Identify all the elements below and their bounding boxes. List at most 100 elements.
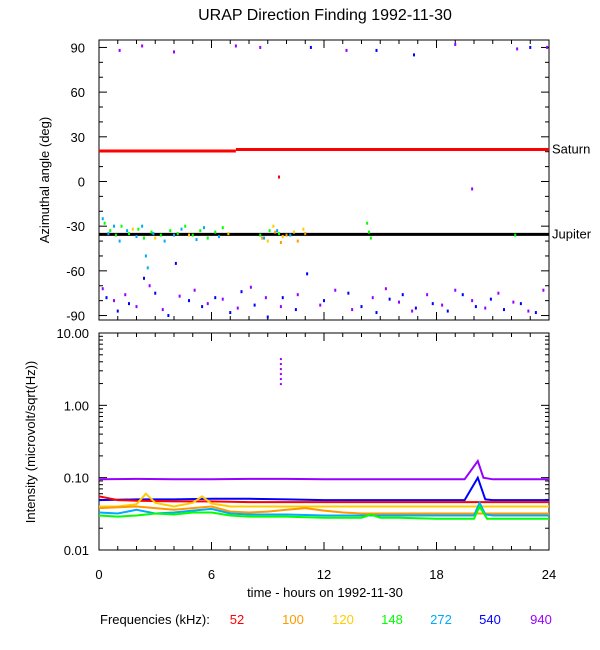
direction-point-120khz	[272, 224, 275, 228]
direction-point-540khz	[143, 276, 145, 280]
azimuth-y-tick-label: 0	[78, 174, 85, 189]
direction-point-120khz	[266, 239, 269, 243]
direction-point-148khz	[514, 233, 517, 237]
intensity-line-100khz	[98, 505, 549, 515]
direction-point-272khz	[289, 233, 292, 237]
azimuth-data-points	[101, 42, 549, 319]
azimuth-x-ticks	[98, 40, 550, 320]
intensity-y-tick-label: 0.10	[64, 471, 89, 486]
time-x-tick-label: 6	[208, 567, 215, 582]
time-x-tick-label: 0	[95, 567, 102, 582]
direction-point-940khz	[345, 48, 348, 52]
azimuth-y-tick-label: 90	[71, 40, 85, 55]
direction-point-272khz	[107, 232, 110, 236]
direction-point-148khz	[109, 229, 112, 233]
direction-point-940khz	[516, 47, 519, 51]
body-reference-lines: Saturn Jupiter	[99, 141, 592, 241]
direction-point-120khz	[154, 236, 157, 240]
direction-point-120khz	[293, 230, 295, 234]
azimuth-y-label: Azimuthal angle (deg)	[37, 117, 52, 243]
azimuth-y-tick-label: -30	[66, 219, 85, 234]
legend-item-940khz: 940	[530, 612, 552, 627]
direction-point-940khz	[384, 287, 387, 291]
azimuth-y-tick-label: 30	[71, 130, 85, 145]
direction-point-272khz	[163, 239, 166, 243]
direction-point-540khz	[489, 297, 492, 301]
direction-point-940khz	[101, 287, 104, 291]
direction-point-148khz	[221, 226, 224, 230]
direction-point-272khz	[180, 227, 183, 231]
direction-point-940khz	[236, 306, 239, 310]
direction-point-540khz	[167, 314, 170, 318]
direction-point-940khz	[411, 309, 414, 313]
direction-point-272khz	[135, 235, 138, 239]
direction-point-540khz	[413, 53, 415, 57]
direction-point-540khz	[446, 309, 449, 313]
direction-point-940khz	[124, 293, 127, 297]
azimuth-plot-frame	[98, 39, 550, 321]
direction-point-940khz	[546, 45, 549, 49]
azimuth-panel: 90 60 30 0 -30 -60 -90 Saturn Jupiter Azimuthal…	[37, 39, 592, 324]
direction-point-940khz	[471, 187, 474, 191]
direction-point-940khz	[206, 302, 209, 306]
azimuth-y-tick-label: 60	[71, 85, 85, 100]
direction-point-940khz	[398, 300, 400, 304]
direction-point-940khz	[161, 308, 164, 312]
direction-point-148khz	[184, 224, 187, 228]
direction-point-540khz	[503, 308, 505, 312]
direction-point-940khz	[371, 296, 374, 300]
direction-point-100khz	[279, 241, 282, 245]
direction-point-120khz	[188, 233, 190, 237]
intensity-y-ticks: 10.00 1.00 0.10 0.01	[56, 326, 549, 558]
intensity-y-tick-label: 1.00	[64, 398, 89, 413]
direction-point-148khz	[114, 233, 117, 237]
intensity-burst-940khz	[279, 378, 282, 381]
direction-point-940khz	[234, 44, 237, 48]
direction-point-940khz	[497, 291, 500, 295]
legend-items: 52 100 120 148 272 540 940	[230, 612, 552, 627]
direction-point-148khz	[268, 229, 271, 233]
direction-point-148khz	[120, 224, 123, 228]
direction-point-272khz	[101, 217, 104, 221]
azimuth-y-tick-label: -60	[66, 264, 85, 279]
direction-point-940khz	[426, 293, 429, 297]
direction-point-120khz	[227, 232, 230, 236]
intensity-line-940khz	[98, 458, 549, 481]
azimuth-y-tick-label: -90	[66, 309, 85, 324]
direction-point-940khz	[334, 288, 337, 292]
direction-point-272khz	[126, 229, 129, 233]
direction-point-100khz	[304, 232, 307, 236]
direction-point-148khz	[103, 221, 106, 225]
legend-title: Frequencies (kHz):	[100, 612, 210, 627]
direction-point-940khz	[441, 303, 444, 307]
azimuth-y-ticks: 90 60 30 0 -30 -60 -90	[66, 40, 549, 324]
direction-point-940khz	[259, 45, 262, 49]
direction-point-540khz	[347, 291, 350, 295]
direction-point-272khz	[195, 238, 198, 242]
direction-point-940khz	[118, 48, 121, 52]
direction-point-148khz	[259, 233, 262, 237]
intensity-line-52khz	[98, 495, 549, 504]
direction-point-540khz	[323, 299, 325, 303]
direction-point-272khz	[144, 254, 147, 258]
direction-point-940khz	[527, 309, 530, 313]
direction-point-940khz	[178, 294, 181, 298]
chart-title: URAP Direction Finding 1992-11-30	[198, 7, 452, 24]
direction-point-540khz	[388, 297, 391, 301]
intensity-y-tick-label: 0.01	[64, 543, 89, 558]
direction-point-120khz	[302, 227, 305, 231]
direction-point-540khz	[375, 48, 378, 52]
intensity-burst-940khz	[279, 358, 282, 361]
direction-point-540khz	[474, 305, 477, 309]
direction-point-148khz	[199, 229, 202, 233]
direction-point-940khz	[471, 299, 474, 303]
direction-point-540khz	[188, 299, 190, 303]
time-x-label: time - hours on 1992-11-30	[247, 585, 403, 600]
direction-point-540khz	[154, 291, 157, 295]
direction-point-540khz	[414, 306, 417, 310]
intensity-line-540khz	[98, 475, 549, 502]
intensity-panel: 10.00 1.00 0.10 0.01 0 6 12 18 24 Intensity (mi…	[23, 326, 556, 600]
direction-point-272khz	[276, 229, 279, 233]
direction-point-940khz	[193, 288, 196, 292]
direction-point-148khz	[169, 229, 172, 233]
